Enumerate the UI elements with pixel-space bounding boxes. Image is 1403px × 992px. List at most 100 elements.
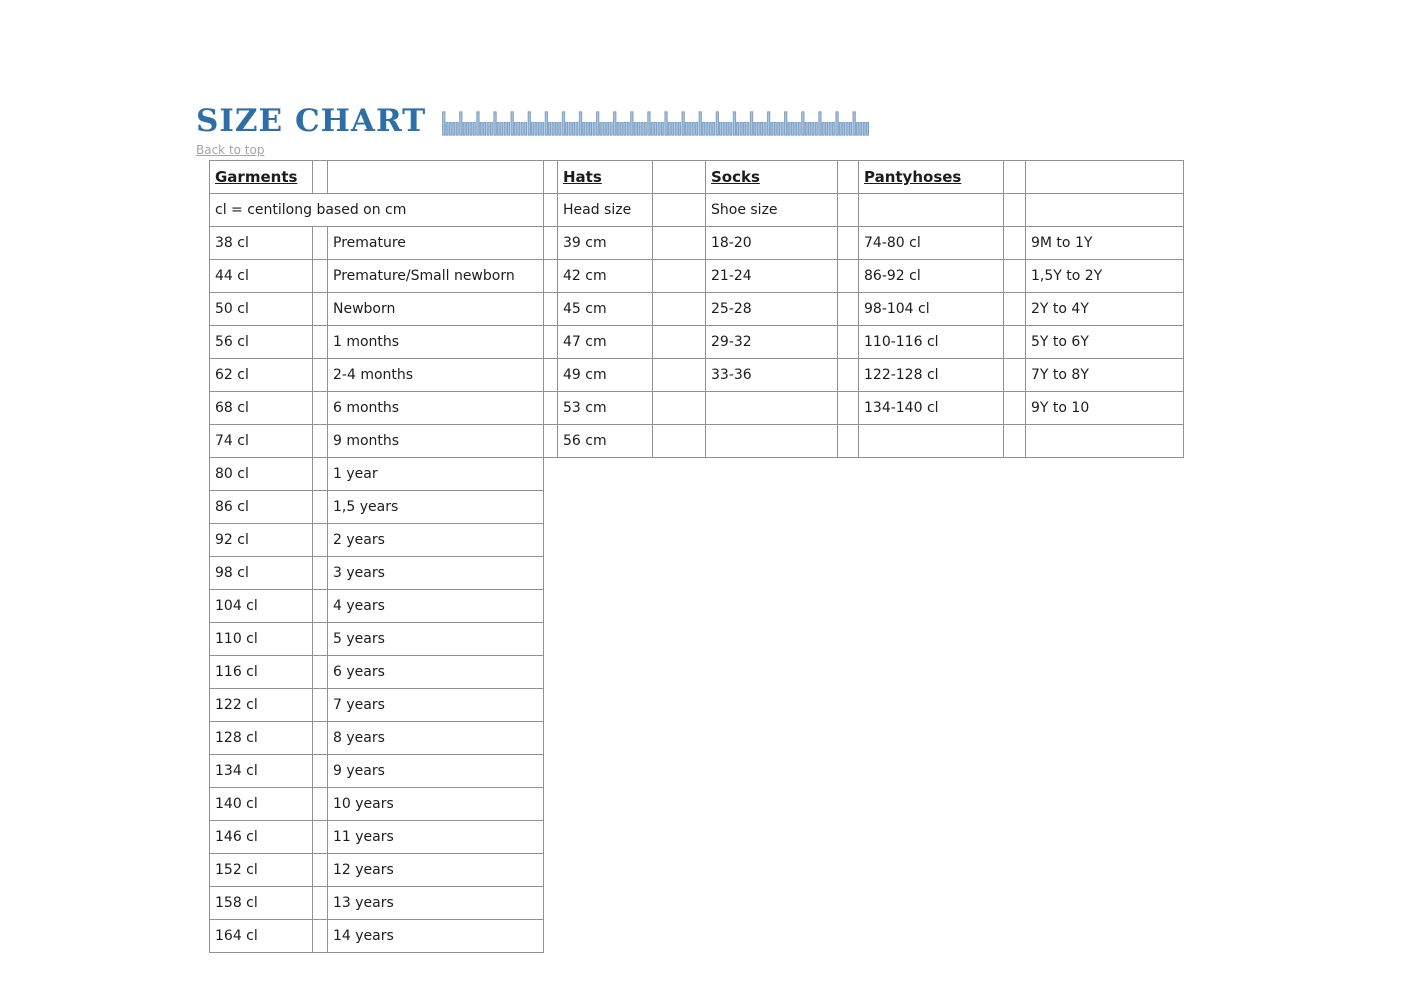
sock-size-cell: 29-32	[705, 325, 838, 359]
spacer-cell	[312, 358, 328, 392]
size-chart-table-garments: 80 cl 1 year 86 cl 1,5 years 92 cl 2 yea…	[209, 457, 544, 953]
spacer-cell	[312, 226, 328, 260]
garment-label-cell: 5 years	[327, 622, 544, 656]
spacer-cell	[312, 457, 328, 491]
table-row: 134 cl 9 years	[209, 754, 544, 788]
spacer-cell	[312, 754, 328, 788]
spacer-cell	[652, 160, 706, 194]
back-to-top-link[interactable]: Back to top	[196, 143, 265, 157]
garment-size-cell: 56 cl	[209, 325, 313, 359]
garment-size-cell: 68 cl	[209, 391, 313, 425]
spacer-cell	[837, 358, 859, 392]
garment-size-cell: 50 cl	[209, 292, 313, 326]
shoe-size-label: Shoe size	[705, 193, 838, 227]
garment-label-cell: 2 years	[327, 523, 544, 557]
spacer-cell	[837, 160, 859, 194]
spacer-cell	[543, 325, 558, 359]
spacer-cell	[312, 292, 328, 326]
table-row: 128 cl 8 years	[209, 721, 544, 755]
spacer-cell	[312, 820, 328, 854]
hat-size-cell: 53 cm	[557, 391, 653, 425]
table-row: 86 cl 1,5 years	[209, 490, 544, 524]
spacer-cell	[312, 589, 328, 623]
spacer-cell	[312, 721, 328, 755]
spacer-cell	[543, 160, 558, 194]
pantyhose-size-cell: 134-140 cl	[858, 391, 1004, 425]
spacer-cell	[312, 259, 328, 293]
pantyhose-age-cell	[1025, 424, 1184, 458]
table-row: 80 cl 1 year	[209, 457, 544, 491]
table-row: 62 cl 2-4 months 49 cm 33-36 122-128 cl …	[209, 358, 1184, 392]
pantyhose-age-cell: 7Y to 8Y	[1025, 358, 1184, 392]
spacer-cell	[1025, 160, 1184, 194]
pantyhose-size-cell: 86-92 cl	[858, 259, 1004, 293]
socks-header: Socks	[705, 160, 838, 194]
spacer-cell	[312, 886, 328, 920]
spacer-cell	[652, 193, 706, 227]
table-row: 74 cl 9 months 56 cm	[209, 424, 1184, 458]
spacer-cell	[1003, 391, 1026, 425]
pantyhoses-header: Pantyhoses	[858, 160, 1004, 194]
pantyhose-size-cell: 122-128 cl	[858, 358, 1004, 392]
sock-size-cell: 18-20	[705, 226, 838, 260]
spacer-cell	[543, 226, 558, 260]
spacer-cell	[312, 853, 328, 887]
ruler-icon	[442, 111, 870, 136]
garment-size-cell: 98 cl	[209, 556, 313, 590]
hat-size-cell: 47 cm	[557, 325, 653, 359]
garment-size-cell: 74 cl	[209, 424, 313, 458]
garment-size-cell: 140 cl	[209, 787, 313, 821]
pantyhose-age-cell: 2Y to 4Y	[1025, 292, 1184, 326]
spacer-cell	[1003, 160, 1026, 194]
garment-label-cell: Newborn	[327, 292, 544, 326]
pantyhose-age-cell: 1,5Y to 2Y	[1025, 259, 1184, 293]
pantyhose-age-cell: 9Y to 10	[1025, 391, 1184, 425]
spacer-cell	[1003, 424, 1026, 458]
spacer-cell	[652, 424, 706, 458]
pantyhose-size-cell: 74-80 cl	[858, 226, 1004, 260]
garment-label-cell: 1 year	[327, 457, 544, 491]
garment-size-cell: 164 cl	[209, 919, 313, 953]
spacer-cell	[837, 226, 859, 260]
hat-size-cell: 45 cm	[557, 292, 653, 326]
table-row: 140 cl 10 years	[209, 787, 544, 821]
garment-label-cell: 12 years	[327, 853, 544, 887]
spacer-cell	[652, 292, 706, 326]
spacer-cell	[1025, 193, 1184, 227]
sock-size-cell: 25-28	[705, 292, 838, 326]
subheader-row: cl = centilong based on cm Head size Sho…	[209, 193, 1184, 227]
spacer-cell	[652, 226, 706, 260]
garment-size-cell: 152 cl	[209, 853, 313, 887]
garment-label-cell: Premature/Small newborn	[327, 259, 544, 293]
garment-label-cell: 11 years	[327, 820, 544, 854]
table-row: 104 cl 4 years	[209, 589, 544, 623]
garment-size-cell: 38 cl	[209, 226, 313, 260]
spacer-cell	[312, 160, 328, 194]
garment-label-cell: 3 years	[327, 556, 544, 590]
garment-size-cell: 104 cl	[209, 589, 313, 623]
spacer-cell	[312, 622, 328, 656]
spacer-cell	[312, 490, 328, 524]
spacer-cell	[1003, 259, 1026, 293]
garment-size-cell: 158 cl	[209, 886, 313, 920]
spacer-cell	[543, 358, 558, 392]
spacer-cell	[652, 325, 706, 359]
spacer-cell	[1003, 193, 1026, 227]
head-size-label: Head size	[557, 193, 653, 227]
garment-label-cell: 1 months	[327, 325, 544, 359]
garment-size-cell: 86 cl	[209, 490, 313, 524]
garment-label-cell: 8 years	[327, 721, 544, 755]
garment-size-cell: 116 cl	[209, 655, 313, 689]
sock-size-cell	[705, 391, 838, 425]
garment-size-cell: 92 cl	[209, 523, 313, 557]
spacer-cell	[312, 523, 328, 557]
garment-label-cell: 7 years	[327, 688, 544, 722]
hat-size-cell: 42 cm	[557, 259, 653, 293]
spacer-cell	[543, 259, 558, 293]
spacer-cell	[837, 193, 859, 227]
table-row: 122 cl 7 years	[209, 688, 544, 722]
spacer-cell	[312, 919, 328, 953]
spacer-cell	[858, 193, 1004, 227]
spacer-cell	[652, 391, 706, 425]
hat-size-cell: 49 cm	[557, 358, 653, 392]
